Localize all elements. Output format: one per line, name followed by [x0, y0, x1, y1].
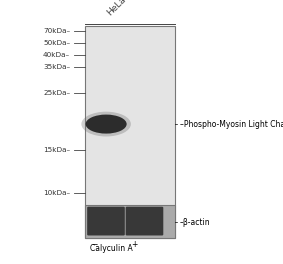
- Ellipse shape: [82, 112, 131, 136]
- Ellipse shape: [85, 115, 127, 134]
- Text: 40kDa–: 40kDa–: [43, 52, 70, 58]
- Bar: [85, 205, 175, 238]
- Text: +: +: [131, 240, 138, 249]
- Text: 35kDa–: 35kDa–: [43, 64, 70, 69]
- Text: 15kDa–: 15kDa–: [43, 148, 70, 153]
- FancyBboxPatch shape: [126, 207, 163, 235]
- Text: 50kDa–: 50kDa–: [43, 40, 70, 46]
- Text: –Phospho-Myosin Light Chain 2-S19: –Phospho-Myosin Light Chain 2-S19: [180, 120, 283, 129]
- Text: 25kDa–: 25kDa–: [43, 90, 70, 96]
- Text: 10kDa–: 10kDa–: [43, 190, 70, 196]
- Text: −: −: [92, 240, 98, 249]
- Text: Calyculin A: Calyculin A: [90, 244, 133, 253]
- Text: –β-actin: –β-actin: [180, 218, 210, 227]
- Text: 70kDa–: 70kDa–: [43, 28, 70, 34]
- Bar: [85, 26, 175, 238]
- FancyBboxPatch shape: [87, 207, 125, 235]
- Text: HeLa: HeLa: [106, 0, 128, 17]
